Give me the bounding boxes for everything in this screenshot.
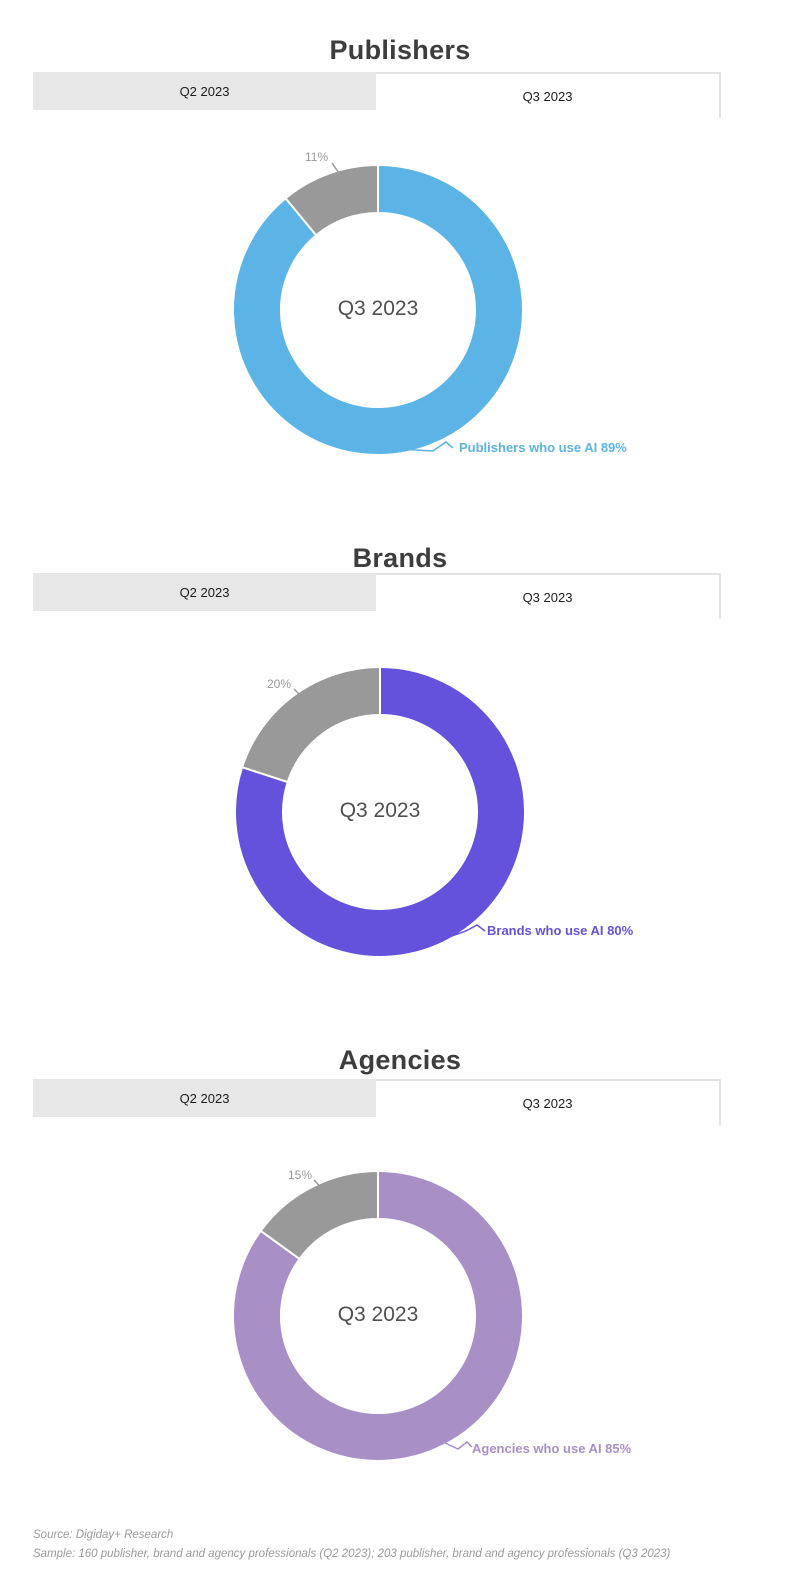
brands-donut-center-label: Q3 2023 — [339, 799, 421, 822]
publishers-remainder-percent-label: 11% — [305, 150, 329, 164]
publishers-tabbar: Q2 2023 Q3 2023 — [33, 72, 721, 118]
agencies-tab-q3-2023[interactable]: Q3 2023 — [376, 1079, 721, 1125]
agencies-remainder-percent-label: 15% — [288, 1168, 313, 1182]
publishers-tab-q3-2023[interactable]: Q3 2023 — [376, 72, 721, 118]
publishers-tab-q2-2023[interactable]: Q2 2023 — [33, 72, 376, 110]
publishers-section-title: Publishers — [329, 35, 471, 66]
footer-source-text: Source: Digiday+ Research — [33, 1529, 174, 1541]
brands-donut-chart — [234, 665, 526, 958]
brands-series-callout-label: Brands who use AI 80% — [487, 923, 634, 938]
brands-remainder-percent-label: 20% — [267, 677, 292, 691]
brands-tabbar: Q2 2023 Q3 2023 — [33, 573, 721, 619]
brands-tab-q2-2023[interactable]: Q2 2023 — [33, 573, 376, 611]
agencies-donut-chart — [232, 1169, 524, 1462]
brands-tab-q3-2023[interactable]: Q3 2023 — [376, 573, 721, 619]
agencies-donut-center-label: Q3 2023 — [337, 1303, 419, 1326]
agencies-series-callout-label: Agencies who use AI 85% — [472, 1441, 632, 1456]
agencies-tabbar: Q2 2023 Q3 2023 — [33, 1079, 721, 1125]
publishers-series-callout-label: Publishers who use AI 89% — [459, 440, 627, 455]
agencies-section-title: Agencies — [338, 1045, 462, 1076]
publishers-donut-center-label: Q3 2023 — [337, 297, 419, 320]
brands-section-title: Brands — [352, 543, 448, 574]
agencies-tab-q2-2023[interactable]: Q2 2023 — [33, 1079, 376, 1117]
footer-sample-text: Sample: 160 publisher, brand and agency … — [33, 1548, 671, 1560]
publishers-donut-chart — [232, 163, 524, 456]
